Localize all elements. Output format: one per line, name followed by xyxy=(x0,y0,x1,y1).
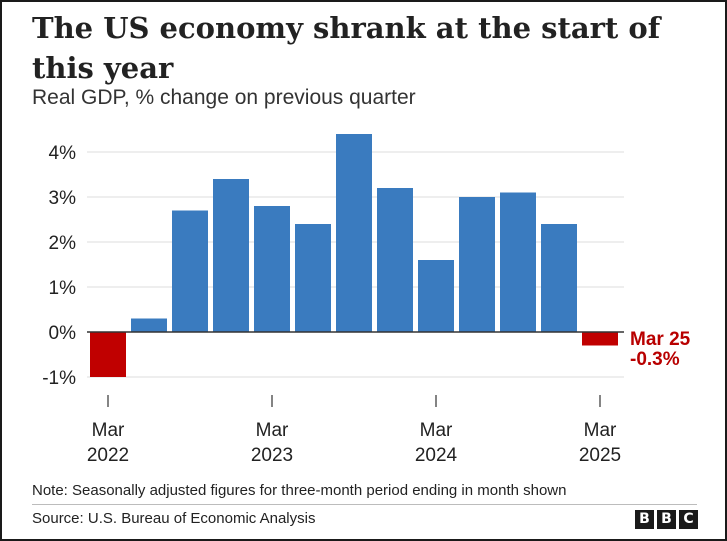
chart-subtitle: Real GDP, % change on previous quarter xyxy=(32,86,416,109)
x-tick-label: 2023 xyxy=(251,445,293,466)
bar xyxy=(295,224,331,332)
x-tick-label: 2022 xyxy=(87,445,129,466)
bar xyxy=(582,332,618,346)
source-credit: Source: U.S. Bureau of Economic Analysis xyxy=(32,510,316,527)
bar xyxy=(541,224,577,332)
y-tick-label: 4% xyxy=(49,143,77,164)
bar xyxy=(459,197,495,332)
data-label: -0.3% xyxy=(630,349,680,370)
x-tick-label: Mar xyxy=(584,420,617,441)
bar xyxy=(131,318,167,332)
y-tick-label: 2% xyxy=(49,233,77,254)
x-tick-label: 2025 xyxy=(579,445,621,466)
footer-divider xyxy=(32,504,697,505)
bbc-logo-letter: B xyxy=(635,510,654,529)
bbc-logo-letter: C xyxy=(679,510,698,529)
bbc-logo-letter: B xyxy=(657,510,676,529)
bar xyxy=(377,188,413,332)
bar xyxy=(90,332,126,377)
data-label: Mar 25 xyxy=(630,329,691,350)
bar xyxy=(213,179,249,332)
bar xyxy=(254,206,290,332)
x-tick-label: Mar xyxy=(420,420,453,441)
chart-note: Note: Seasonally adjusted figures for th… xyxy=(32,482,567,499)
bar xyxy=(336,134,372,332)
y-tick-label: 1% xyxy=(49,278,77,299)
x-tick-label: Mar xyxy=(92,420,125,441)
y-tick-label: 3% xyxy=(49,188,77,209)
x-tick-label: 2024 xyxy=(415,445,458,466)
bar xyxy=(418,260,454,332)
y-tick-label: -1% xyxy=(42,368,76,389)
bbc-logo: B B C xyxy=(635,510,698,529)
x-tick-label: Mar xyxy=(256,420,289,441)
chart-title: The US economy shrank at the start of th… xyxy=(32,11,661,85)
y-tick-label: 0% xyxy=(49,323,77,344)
bar-chart: 4% 3% 2% 1% 0% -1% Mar 2022 Mar 2023 Mar 2024 Mar 202… xyxy=(42,134,691,466)
bar xyxy=(500,192,536,332)
bar xyxy=(172,210,208,332)
